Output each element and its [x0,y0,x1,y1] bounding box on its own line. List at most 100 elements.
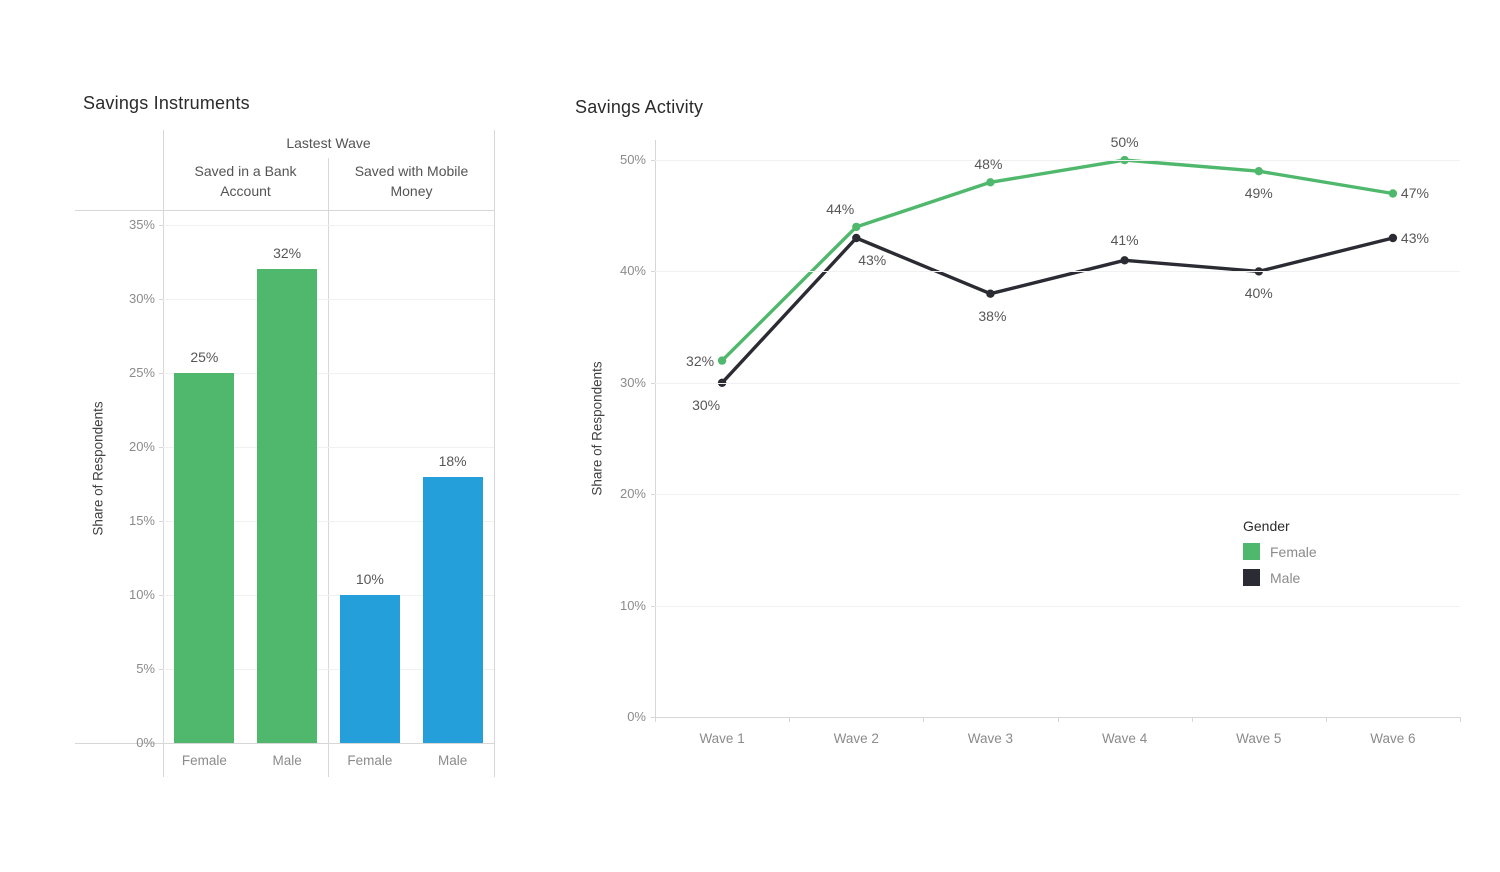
gridline [655,494,1460,496]
point-female-wave-1[interactable] [717,356,727,365]
point-value-label: 48% [974,156,1003,173]
gridline [655,382,1460,384]
point-value-label: 41% [1110,232,1139,249]
line-female [720,158,1395,363]
y-tick-mark [651,717,655,718]
y-tick-mark [651,605,655,607]
frame-line-right [494,130,495,777]
x-tick-mark [923,717,925,722]
point-male-wave-6[interactable] [1388,233,1398,243]
x-tick-label: Wave 6 [1370,731,1416,746]
y-tick-mark [159,446,163,448]
point-value-label: 30% [692,396,721,413]
line-male [720,236,1395,385]
y-tick-label: 0% [627,709,646,724]
y-tick-mark [651,382,655,384]
point-male-wave-3[interactable] [986,289,995,298]
y-axis-title: Share of Respondents [90,401,106,536]
gridline [163,372,494,374]
legend-item-female[interactable]: Female [1243,543,1317,560]
x-tick-label: Wave 4 [1101,731,1148,746]
bar-male[interactable] [257,269,318,743]
point-value-label: 32% [686,352,715,369]
bar-value-label: 32% [273,245,302,262]
gridline [655,605,1460,607]
bar-female[interactable] [174,372,235,743]
bar-female[interactable] [339,594,400,743]
column-header-mobile: Saved with Mobile Money [354,163,469,200]
legend-label-male: Male [1270,569,1301,586]
gridline [163,224,494,226]
y-tick-label: 30% [128,290,155,306]
savings-instruments-chart: Savings Instruments Lastest Wave Saved i… [75,90,505,805]
y-tick-mark [159,743,163,744]
chart-title: Savings Instruments [83,93,250,113]
bar-plot-area [163,210,494,743]
point-value-label: 50% [1110,134,1139,151]
point-female-wave-5[interactable] [1254,167,1263,176]
line-series-svg [717,155,1398,387]
y-tick-mark [159,594,163,596]
point-male-wave-5[interactable] [1254,267,1263,276]
gridline [655,271,1460,273]
legend-label-female: Female [1270,543,1317,560]
legend-item-male[interactable]: Male [1243,569,1317,586]
point-female-wave-2[interactable] [852,222,861,232]
legend-swatch-male [1243,569,1260,586]
y-tick-label: 10% [128,586,155,602]
legend-title: Gender [1243,518,1290,534]
x-axis-line [75,743,495,744]
x-tick-label: Wave 5 [1236,731,1282,746]
frame-line-pane-divider [328,158,329,777]
y-tick-label: 10% [619,597,646,613]
y-tick-label: 20% [128,438,155,454]
column-group-header: Lastest Wave [286,135,371,151]
chart-title: Savings Activity [575,97,704,117]
gridline [163,668,494,670]
point-female-wave-3[interactable] [986,178,995,187]
frame-line-left [163,130,164,777]
y-tick-label: 25% [128,364,155,380]
bar-value-label: 25% [190,348,219,365]
point-male-wave-4[interactable] [1120,256,1129,265]
bar-male[interactable] [422,476,483,743]
y-tick-label: 35% [128,216,155,232]
x-tick-mark [655,717,656,722]
y-tick-mark [651,271,655,273]
point-male-wave-1[interactable] [717,378,727,387]
point-value-label: 43% [1400,230,1429,247]
point-value-label: 38% [978,307,1007,324]
y-tick-mark [159,224,163,226]
column-header-bank: Saved in a Bank Account [194,163,297,200]
y-tick-label: 0% [136,735,155,750]
point-value-label: 44% [826,200,855,217]
x-tick-label: Wave 1 [699,731,745,746]
gridline [655,160,1460,162]
legend-swatch-female [1243,543,1260,560]
y-tick-mark [159,298,163,300]
y-tick-mark [159,668,163,670]
point-male-wave-2[interactable] [852,233,861,243]
y-axis-line [655,140,656,717]
bar-value-label: 18% [438,452,467,469]
gridline [163,594,494,596]
x-tick-mark [1460,717,1461,722]
savings-activity-chart: Savings Activity Share of Respondents Ge… [560,90,1500,805]
y-tick-mark [159,520,163,522]
gridline [163,520,494,522]
gridline [163,298,494,300]
x-category-label: Female [347,753,393,768]
point-female-wave-6[interactable] [1388,189,1398,198]
gridline [163,446,494,448]
point-value-label: 47% [1400,185,1429,202]
x-tick-mark [1191,717,1193,722]
x-category-label: Female [181,753,227,768]
point-value-label: 49% [1244,185,1273,202]
point-value-label: 40% [1244,285,1273,302]
line-plot-area [655,140,1460,717]
x-tick-label: Wave 2 [833,731,879,746]
y-tick-label: 50% [619,152,646,168]
frame-line-header-bottom [75,210,495,211]
x-tick-mark [1325,717,1327,722]
